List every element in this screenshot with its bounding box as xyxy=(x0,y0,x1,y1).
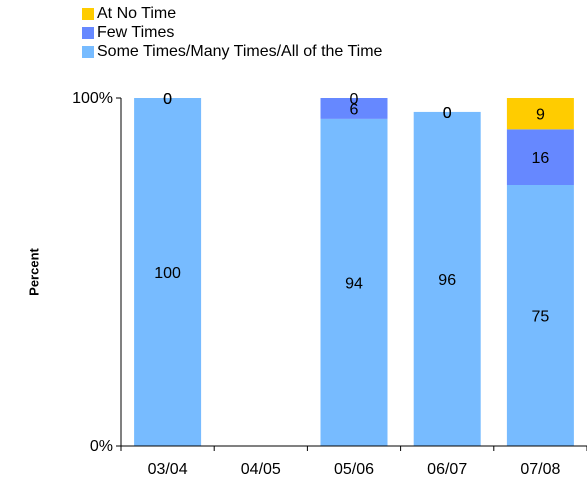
x-tick-label-04/05: 04/05 xyxy=(241,461,281,478)
legend-item-few-times: Few Times xyxy=(82,23,382,42)
bar-05/06-series-0 xyxy=(320,118,388,446)
data-label-03/04-series-1: 0 xyxy=(163,91,172,108)
bar-06/07-series-0 xyxy=(413,111,481,447)
data-label-07/08-series-1: 16 xyxy=(532,150,550,167)
x-tick-label-06/07: 06/07 xyxy=(427,461,467,478)
data-label-05/06-series-0: 94 xyxy=(345,275,363,292)
bar-07/08-series-0 xyxy=(506,185,574,446)
data-label-06/07-series-1: 0 xyxy=(443,105,452,122)
x-tick-label-05/06: 05/06 xyxy=(334,461,374,478)
legend-label-few-times: Few Times xyxy=(97,24,175,41)
legend-item-some-times: Some Times/Many Times/All of the Time xyxy=(82,42,382,61)
bar-05/06-series-1 xyxy=(320,98,388,119)
data-label-07/08-series-0: 75 xyxy=(532,309,550,326)
data-label-06/07-series-0: 96 xyxy=(438,272,456,289)
legend: At No Time Few Times Some Times/Many Tim… xyxy=(82,4,382,61)
y-tick-label-1: 0% xyxy=(90,438,113,455)
bar-03/04-series-0 xyxy=(134,98,202,446)
bar-07/08-series-2 xyxy=(506,98,574,130)
data-label-05/06-series-2: 0 xyxy=(350,91,359,108)
legend-swatch-no-time xyxy=(82,7,94,20)
data-label-06/07-series-2: 0 xyxy=(443,105,452,122)
y-tick-label-0: 100% xyxy=(72,90,113,107)
bar-07/08-series-1 xyxy=(506,129,574,185)
data-label-05/06-series-1: 6 xyxy=(350,101,359,118)
data-label-03/04-series-0: 100 xyxy=(154,265,181,282)
x-tick-label-07/08: 07/08 xyxy=(520,461,560,478)
legend-swatch-few-times xyxy=(82,26,94,39)
x-tick-label-03/04: 03/04 xyxy=(148,461,188,478)
legend-swatch-some-times xyxy=(82,45,94,58)
data-label-07/08-series-2: 9 xyxy=(536,107,545,124)
legend-label-no-time: At No Time xyxy=(97,5,177,22)
legend-item-no-time: At No Time xyxy=(82,4,382,23)
legend-label-some-times: Some Times/Many Times/All of the Time xyxy=(97,43,383,60)
data-label-03/04-series-2: 0 xyxy=(163,91,172,108)
